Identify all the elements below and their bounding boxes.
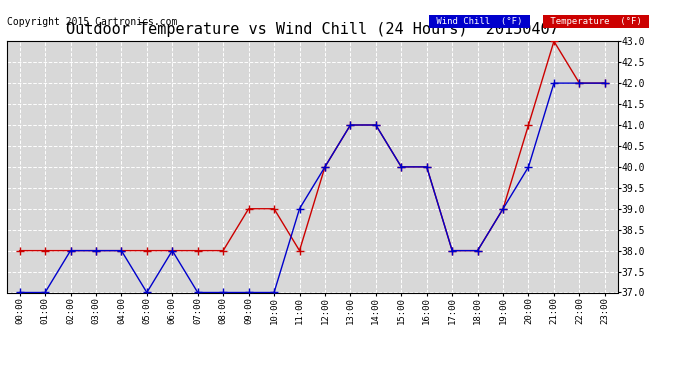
Text: Temperature  (°F): Temperature (°F) [545,17,647,26]
Text: Copyright 2015 Cartronics.com: Copyright 2015 Cartronics.com [7,17,177,27]
Text: Wind Chill  (°F): Wind Chill (°F) [431,17,528,26]
Title: Outdoor Temperature vs Wind Chill (24 Hours)  20150407: Outdoor Temperature vs Wind Chill (24 Ho… [66,22,559,37]
